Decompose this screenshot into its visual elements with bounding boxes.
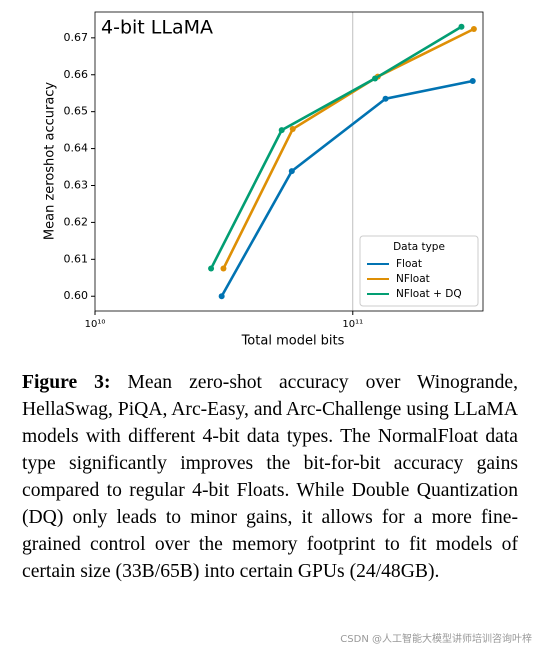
x-tick-label: 10¹¹ xyxy=(342,319,363,330)
x-tick-label: 10¹⁰ xyxy=(85,319,106,330)
point xyxy=(220,265,227,272)
y-tick-label: 0.63 xyxy=(64,178,89,191)
series-line xyxy=(209,25,463,270)
point xyxy=(288,168,295,175)
y-tick-label: 0.62 xyxy=(64,215,89,228)
point xyxy=(278,127,285,134)
point xyxy=(218,293,225,300)
y-axis-label: Mean zeroshot accuracy xyxy=(43,82,58,241)
plot-frame xyxy=(94,11,484,312)
watermark: CSDN @人工智能大模型讲师培训咨询叶梓 xyxy=(340,634,532,645)
legend-label: NFloat xyxy=(396,273,430,285)
caption-label: Figure 3: xyxy=(22,372,111,393)
series-line xyxy=(220,79,474,297)
chart: 4-bit LLaMA Total model bits Mean zerosh… xyxy=(43,11,484,349)
y-tick-label: 0.66 xyxy=(64,68,89,81)
legend-label: Float xyxy=(396,258,422,270)
chart-title: 4-bit LLaMA xyxy=(101,17,213,39)
point xyxy=(469,78,476,85)
point xyxy=(372,75,379,82)
y-tick-label: 0.64 xyxy=(64,142,89,155)
y-tick-label: 0.61 xyxy=(64,252,89,265)
point xyxy=(470,25,477,32)
point xyxy=(289,126,296,133)
caption-text: Mean zero-shot accuracy over Winogrande,… xyxy=(22,372,518,582)
legend: Data type Float NFloat NFloat + DQ xyxy=(359,235,479,307)
point xyxy=(382,95,389,102)
x-axis-label: Total model bits xyxy=(241,334,345,349)
y-tick-label: 0.67 xyxy=(64,31,89,44)
caption: Figure 3: Mean zero-shot accuracy over W… xyxy=(22,369,518,585)
legend-box xyxy=(359,235,479,307)
series-line xyxy=(222,27,475,270)
y-tick-label: 0.60 xyxy=(64,289,89,302)
y-tick-label: 0.65 xyxy=(64,105,89,118)
legend-label: NFloat + DQ xyxy=(396,288,462,300)
point xyxy=(208,265,215,272)
legend-title: Data type xyxy=(393,241,445,253)
point xyxy=(458,23,465,30)
